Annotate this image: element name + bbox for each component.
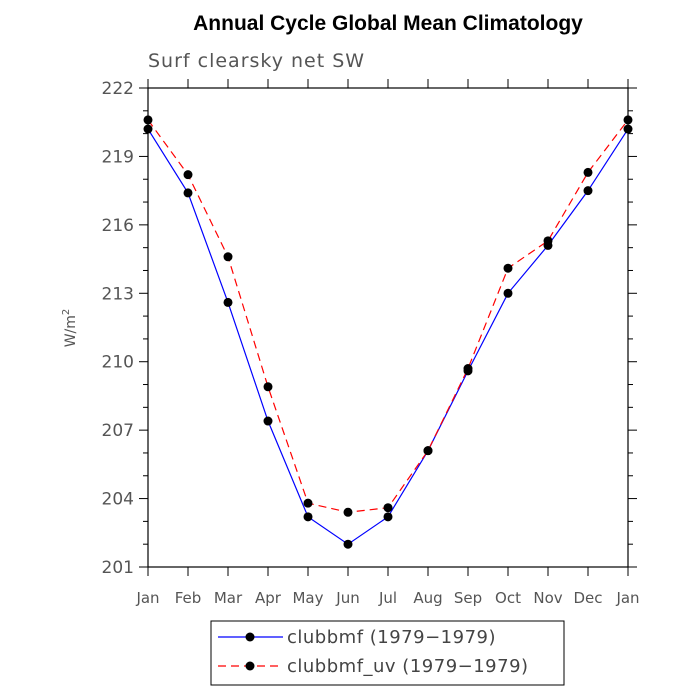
data-point-series-0 (223, 297, 233, 307)
chart-subtitle: Surf clearsky net SW (148, 50, 365, 72)
legend-marker-clubbmf-uv (245, 661, 255, 671)
y-axis-label-main: W/m (63, 315, 79, 347)
x-tick-label: Mar (214, 589, 243, 607)
x-tick-label: Aug (413, 589, 442, 607)
y-axis-label: W/m2 (61, 309, 79, 348)
y-tick-label: 204 (102, 490, 134, 510)
data-point-series-0 (303, 512, 313, 522)
data-point-series-1 (303, 498, 313, 508)
legend: clubbmf (1979−1979) clubbmf_uv (1979−197… (210, 620, 565, 686)
data-point-series-1 (583, 167, 593, 177)
data-point-series-1 (463, 364, 473, 374)
x-tick-label: Apr (255, 589, 282, 607)
y-tick-label: 213 (102, 284, 134, 304)
legend-label-clubbmf-uv: clubbmf_uv (1979−1979) (287, 656, 529, 677)
data-point-series-1 (543, 236, 553, 246)
x-tick-label: Jul (378, 589, 397, 607)
x-tick-label: Jan (135, 589, 159, 607)
series-lines (147, 119, 629, 545)
y-tick-label: 216 (102, 216, 134, 236)
chart-title: Annual Cycle Global Mean Climatology (193, 12, 583, 35)
legend-marker-clubbmf (245, 632, 255, 642)
legend-label-clubbmf: clubbmf (1979−1979) (287, 627, 496, 648)
data-point-series-1 (423, 446, 433, 456)
data-point-series-1 (383, 503, 393, 513)
x-tick-label: Jan (615, 589, 639, 607)
x-tick-label: Sep (454, 589, 482, 607)
legend-box (210, 620, 565, 686)
y-tick-label: 207 (102, 421, 134, 441)
y-axis-label-superscript: 2 (61, 309, 72, 315)
x-tick-label: May (292, 589, 323, 607)
series-line-1 (147, 119, 629, 513)
data-point-series-0 (343, 539, 353, 549)
axis-ticks: 201 204 207 210 213 216 219 222 Jan Feb Mar Apr May J… (102, 79, 640, 607)
data-point-series-1 (503, 263, 513, 273)
y-tick-label: 210 (102, 353, 134, 373)
data-point-series-0 (583, 186, 593, 196)
x-tick-label: Feb (175, 589, 202, 607)
data-point-series-0 (263, 416, 273, 426)
data-point-series-1 (183, 170, 193, 180)
data-point-series-1 (223, 252, 233, 262)
y-tick-label: 219 (102, 147, 134, 167)
x-tick-label: Dec (573, 589, 602, 607)
data-point-series-1 (263, 382, 273, 392)
data-point-series-0 (183, 188, 193, 198)
y-tick-label: 201 (102, 558, 134, 578)
series-points (143, 115, 633, 549)
x-tick-label: Oct (495, 589, 521, 607)
data-point-series-1 (343, 507, 353, 517)
data-point-series-0 (503, 288, 513, 298)
x-tick-label: Nov (533, 589, 562, 607)
data-point-series-0 (383, 512, 393, 522)
y-tick-label: 222 (102, 79, 134, 99)
x-tick-label: Jun (335, 589, 359, 607)
plot-area-frame (147, 87, 629, 568)
series-line-0 (147, 128, 629, 545)
